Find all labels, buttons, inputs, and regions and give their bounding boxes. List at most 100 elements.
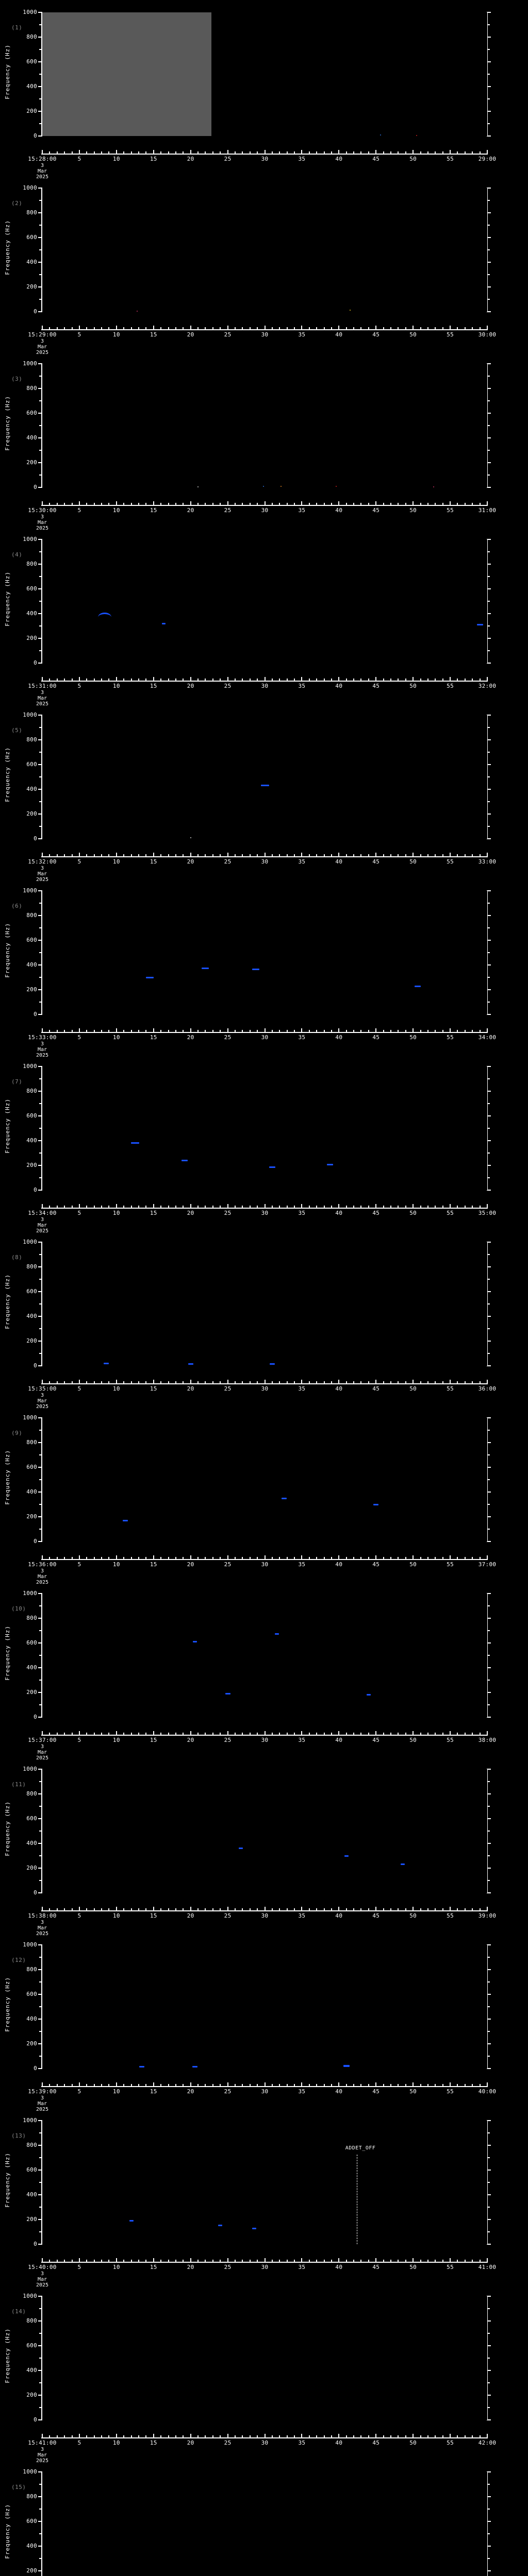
y-tick [38, 564, 41, 565]
x-tick [301, 1555, 303, 1559]
y-tick [39, 49, 41, 50]
y-tick-right [488, 1618, 491, 1619]
y-tick-right [488, 1341, 491, 1342]
x-tick [450, 1731, 451, 1735]
x-tick [190, 853, 191, 856]
y-tick-label: 800 [26, 736, 37, 743]
y-tick-right [488, 2570, 491, 2571]
x-tick [78, 1907, 80, 1910]
plot-area [42, 2472, 487, 2576]
y-tick-label: 400 [26, 2191, 37, 2198]
x-tick [412, 1731, 414, 1735]
y-tick [39, 1680, 41, 1681]
y-axis-label: Frequency (Hz) [4, 1450, 11, 1505]
x-tick [412, 2258, 414, 2262]
y-tick-right [488, 1140, 491, 1141]
y-axis-left [41, 12, 42, 137]
x-tick [286, 503, 288, 505]
y-tick [38, 1242, 41, 1243]
x-tick-label: 15 [150, 2088, 157, 2095]
x-tick [257, 1733, 258, 1735]
x-tick [220, 1557, 221, 1559]
x-tick [197, 503, 199, 505]
x-tick [308, 151, 310, 154]
x-tick [457, 151, 458, 154]
x-tick [345, 1557, 347, 1559]
y-axis-right [487, 890, 488, 1015]
x-tick-label: 25 [224, 1385, 232, 1392]
x-tick [242, 327, 243, 329]
x-tick [64, 1030, 65, 1032]
x-tick [56, 854, 58, 856]
y-tick-right [488, 1266, 491, 1267]
y-tick [39, 74, 41, 75]
x-tick [435, 2435, 436, 2437]
x-tick-label: 20 [187, 1385, 194, 1392]
x-tick [286, 2084, 288, 2086]
x-tick [308, 1733, 310, 1735]
y-tick [38, 12, 41, 13]
x-tick [464, 2435, 466, 2437]
x-tick [86, 1206, 88, 1208]
x-axis-date-label: 2025 [36, 174, 49, 180]
y-tick [38, 2320, 41, 2321]
x-tick-label: 35 [298, 331, 306, 338]
x-tick [160, 1908, 162, 1910]
x-tick [383, 1206, 384, 1208]
x-tick [116, 1204, 117, 1208]
y-tick-right [488, 400, 490, 401]
x-tick [220, 327, 221, 329]
x-tick [42, 2258, 43, 2262]
x-tick [64, 151, 65, 154]
x-tick [375, 326, 377, 329]
y-tick-right [488, 135, 491, 137]
x-tick [412, 1555, 414, 1559]
x-tick [308, 503, 310, 505]
x-tick [49, 327, 51, 329]
y-tick-right [488, 989, 491, 990]
x-tick [56, 503, 58, 505]
x-tick [450, 1204, 451, 1208]
y-tick [39, 1831, 41, 1832]
x-tick [101, 679, 103, 681]
y-tick [39, 1454, 41, 1455]
y-tick-label: 200 [26, 2216, 37, 2223]
x-tick [464, 2084, 466, 2086]
y-tick-right [488, 814, 491, 815]
x-tick-label: 30 [261, 1034, 269, 1041]
y-tick-right [488, 1479, 490, 1480]
x-tick [123, 2260, 125, 2262]
detection-mark [239, 1848, 243, 1850]
x-tick [197, 2260, 199, 2262]
y-tick [39, 2231, 41, 2232]
x-tick [316, 2260, 318, 2262]
x-tick [56, 2260, 58, 2262]
x-tick [279, 1030, 280, 1032]
x-tick [71, 1030, 73, 1032]
x-tick [271, 2260, 273, 2262]
x-tick-label: 55 [447, 2264, 454, 2270]
y-tick-right [488, 1002, 490, 1003]
y-tick-right [488, 638, 491, 639]
x-tick [412, 677, 414, 681]
x-axis-date-label: Mar [37, 1047, 47, 1053]
x-tick [450, 1028, 451, 1032]
y-axis-left [41, 2120, 42, 2245]
x-tick [360, 854, 362, 856]
x-tick [420, 1733, 421, 1735]
x-tick [308, 854, 310, 856]
plot-area [42, 1242, 487, 1366]
y-tick [38, 1717, 41, 1718]
x-tick [331, 503, 332, 505]
x-tick [116, 2258, 117, 2262]
y-tick-label: 1000 [23, 360, 37, 367]
detection-mark [129, 2219, 134, 2222]
x-tick [227, 501, 228, 505]
y-tick-label: 1000 [23, 1239, 37, 1245]
y-tick-right [488, 237, 491, 238]
x-tick [457, 1733, 458, 1735]
y-tick [39, 123, 41, 124]
x-axis [41, 1559, 488, 1560]
x-tick [212, 151, 213, 154]
x-tick [294, 1206, 295, 1208]
